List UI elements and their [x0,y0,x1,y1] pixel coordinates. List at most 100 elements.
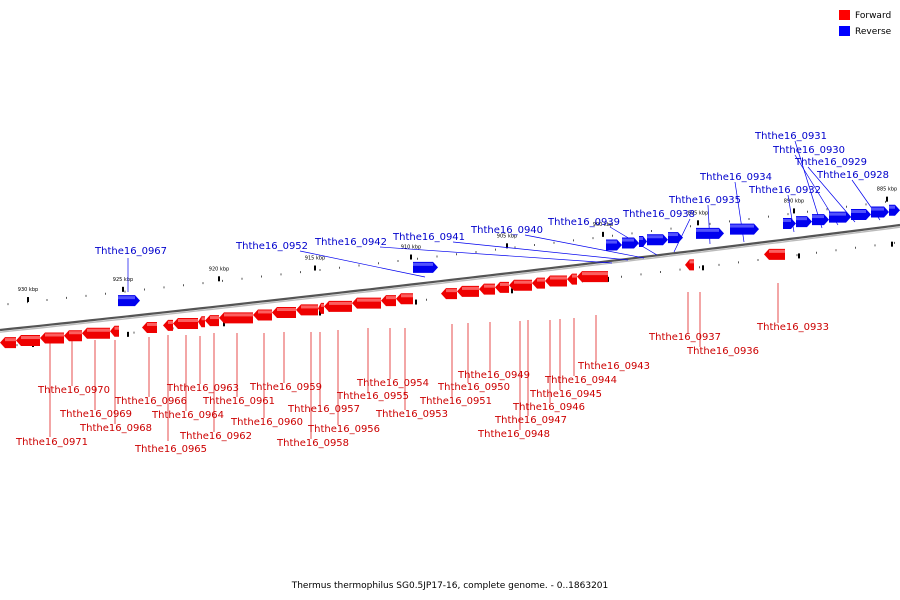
leader-line-reverse [673,218,691,253]
gene-label-reverse: Ththe16_0930 [772,145,845,156]
backbone-shadow [0,226,900,333]
gene-label-reverse: Ththe16_0938 [622,209,695,220]
forward-gene-arrow [479,283,495,295]
forward-gene-arrow-highlight [210,316,219,320]
gene-label-reverse: Ththe16_0931 [754,131,827,142]
gene-label-reverse: Ththe16_0941 [392,232,465,243]
gene-label-forward: Ththe16_0945 [529,389,602,400]
forward-gene-arrow [457,285,479,297]
legend-forward-label: Forward [855,11,891,21]
reverse-gene-arrow-highlight [730,224,754,228]
forward-gene-arrow [64,330,82,342]
gene-label-reverse: Ththe16_0952 [235,241,308,252]
forward-gene-arrow [396,293,413,305]
reverse-gene-arrow-highlight [647,235,663,239]
forward-gene-arrow-highlight [224,313,253,317]
reverse-gene-arrow-highlight [871,207,884,211]
reverse-genes [118,204,900,307]
forward-gene-arrow [577,271,608,283]
forward-gene-arrow-highlight [769,249,785,253]
forward-gene-arrow-highlight [321,303,324,307]
forward-gene-arrow-highlight [582,272,608,276]
gene-label-forward: Ththe16_0957 [287,404,360,415]
reverse-gene-arrow [796,216,812,228]
leader-line-reverse [299,250,426,278]
forward-gene-arrow [495,281,509,293]
legend-reverse-swatch [839,26,850,36]
gene-label-forward: Ththe16_0947 [494,415,567,426]
scale-label: 885 kbp [877,187,897,193]
forward-gene-arrow-highlight [500,282,509,286]
reverse-gene-arrow-highlight [783,218,791,222]
forward-gene-arrow [545,275,567,287]
gene-label-forward: Ththe16_0937 [648,332,721,343]
reverse-gene-arrow-highlight [696,228,719,232]
forward-gene-arrow-highlight [401,294,413,298]
reverse-gene-arrow [118,295,140,307]
scale-label: 890 kbp [784,198,804,204]
forward-gene-arrow [318,302,324,314]
forward-gene-arrow [82,327,110,339]
gene-label-forward: Ththe16_0936 [686,346,759,357]
scale-label: 925 kbp [113,277,133,283]
forward-gene-arrow-highlight [178,318,198,322]
scale-label: 895 kbp [688,210,708,216]
forward-gene-arrow-highlight [550,276,567,280]
reverse-gene-arrow-highlight [796,217,807,221]
forward-gene-arrow [567,273,577,285]
legend: Forward Reverse [839,10,892,37]
leader-line-reverse [807,166,856,223]
gene-label-reverse: Ththe16_0940 [470,225,543,236]
forward-gene-arrow [685,259,694,271]
forward-gene-arrow [532,277,545,289]
reverse-gene-arrow-highlight [851,209,866,213]
reverse-gene-arrow [812,214,829,226]
reverse-gene-arrow-highlight [622,238,634,242]
scale-label: 905 kbp [497,233,517,239]
genome-backbone [0,223,900,333]
gene-label-forward: Ththe16_0960 [230,417,303,428]
reverse-gene-arrow-highlight [118,296,135,300]
forward-gene-arrow [764,248,785,260]
reverse-gene-arrow [647,234,668,246]
forward-gene-arrow-highlight [572,274,577,278]
reverse-gene-arrow [413,261,438,273]
reverse-gene-arrow-highlight [606,240,617,244]
scale-label: 900 kbp [593,222,613,228]
forward-gene-arrow [40,332,64,344]
forward-gene-arrow [205,315,219,327]
gene-label-forward: Ththe16_0961 [202,396,275,407]
gene-label-forward: Ththe16_0955 [336,391,409,402]
reverse-gene-arrow [668,232,683,244]
gene-label-reverse: Ththe16_0967 [94,246,167,257]
forward-gene-arrow [253,309,272,321]
scale-label: 920 kbp [209,266,229,272]
gene-label-forward: Ththe16_0951 [419,396,492,407]
forward-gene-arrow-highlight [329,301,352,305]
forward-gene-arrow-highlight [21,336,40,340]
gene-label-forward: Ththe16_0933 [756,322,829,333]
gene-label-forward: Ththe16_0953 [375,409,448,420]
scale-label: 930 kbp [18,287,38,293]
gene-label-forward: Ththe16_0964 [151,410,224,421]
gene-label-reverse: Ththe16_0939 [547,217,620,228]
leader-line-reverse [452,241,629,261]
gene-label-reverse: Ththe16_0942 [314,237,387,248]
gene-label-forward: Ththe16_0959 [249,382,322,393]
reverse-gene-arrow [606,239,622,251]
reverse-gene-arrow [829,211,851,223]
backbone-line [0,223,900,332]
gene-label-forward: Ththe16_0944 [544,375,617,386]
reverse-gene-arrow [783,217,796,229]
forward-gene-arrow-highlight [87,328,110,332]
forward-gene-arrow [509,279,532,291]
reverse-gene-arrow-highlight [668,233,678,237]
reverse-gene-arrow [851,208,871,220]
forward-gene-arrow-highlight [168,320,173,324]
forward-gene-arrow [163,319,173,331]
scale-label: 910 kbp [401,245,421,251]
reverse-gene-arrow [730,223,759,235]
forward-gene-arrow [110,325,119,337]
gene-label-reverse: Ththe16_0935 [668,195,741,206]
